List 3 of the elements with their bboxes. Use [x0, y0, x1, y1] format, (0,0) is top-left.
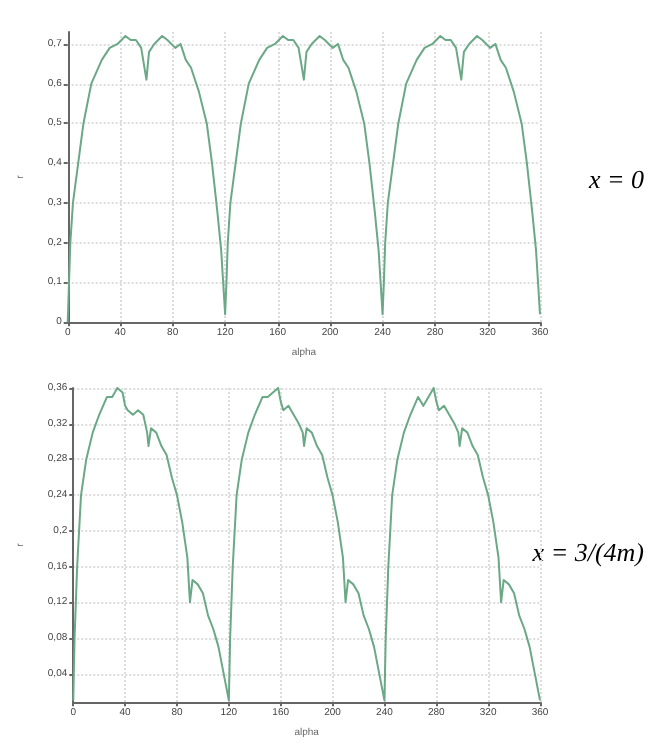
text: x = 0 [586, 163, 645, 194]
line-series [66, 34, 541, 324]
line-series [72, 387, 541, 702]
